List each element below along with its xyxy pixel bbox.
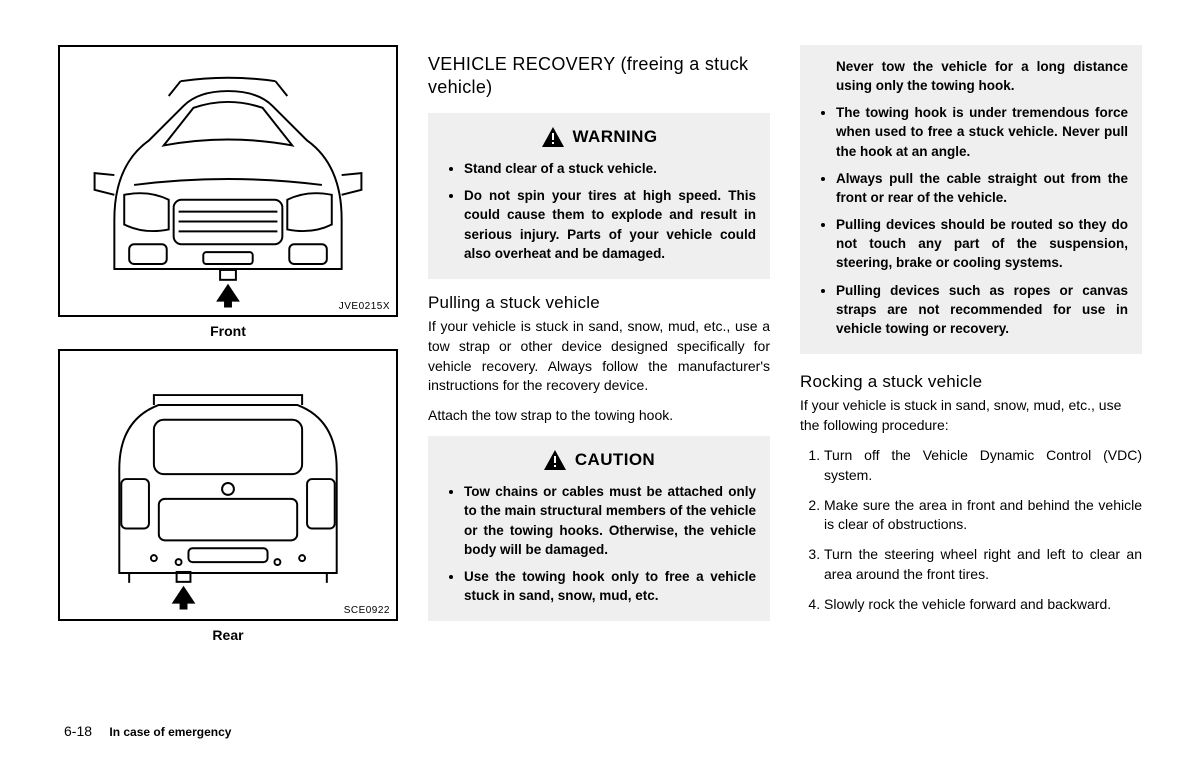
column-middle: VEHICLE RECOVERY (freeing a stuck vehicl… xyxy=(428,45,770,653)
figure-front-caption: Front xyxy=(58,323,398,339)
caution-item: Tow chains or cables must be attached on… xyxy=(464,482,756,559)
section-heading: VEHICLE RECOVERY (freeing a stuck vehicl… xyxy=(428,53,770,99)
figure-rear-code: SCE0922 xyxy=(344,605,390,616)
caution-label-row: CAUTION xyxy=(442,448,756,472)
pull-paragraph: Attach the tow strap to the towing hook. xyxy=(428,406,770,426)
warning-box: WARNING Stand clear of a stuck vehicle. … xyxy=(428,113,770,279)
warning-item: Stand clear of a stuck vehicle. xyxy=(464,159,756,178)
rock-step: Slowly rock the vehicle forward and back… xyxy=(824,595,1142,615)
caution-label: CAUTION xyxy=(575,450,655,470)
caution-triangle-icon xyxy=(543,448,567,472)
caution-list: Tow chains or cables must be attached on… xyxy=(442,482,756,605)
vehicle-front-illustration xyxy=(60,45,396,317)
caution-item: Always pull the cable straight out from … xyxy=(836,169,1128,207)
rock-step: Turn the steering wheel right and left t… xyxy=(824,545,1142,585)
page-content: JVE0215X Front xyxy=(58,45,1142,653)
figures-column: JVE0215X Front xyxy=(58,45,398,653)
figure-rear-caption: Rear xyxy=(58,627,398,643)
caution-box: CAUTION Tow chains or cables must be att… xyxy=(428,436,770,621)
caution-item: Pulling devices such as ropes or canvas … xyxy=(836,281,1128,338)
figure-rear: SCE0922 xyxy=(58,349,398,621)
rock-paragraph: If your vehicle is stuck in sand, snow, … xyxy=(800,396,1142,436)
rock-heading: Rocking a stuck vehicle xyxy=(800,372,1142,392)
caution-item: Use the towing hook only to free a vehic… xyxy=(464,567,756,605)
warning-label-row: WARNING xyxy=(442,125,756,149)
caution-item: The towing hook is under tremendous forc… xyxy=(836,103,1128,160)
page-number: 6-18 xyxy=(64,723,92,739)
page-footer: 6-18 In case of emergency xyxy=(64,723,231,739)
vehicle-rear-illustration xyxy=(60,349,396,621)
column-right: Never tow the vehicle for a long distanc… xyxy=(800,45,1142,653)
rock-steps: Turn off the Vehicle Dynamic Control (VD… xyxy=(800,446,1142,615)
rock-step: Make sure the area in front and behind t… xyxy=(824,496,1142,536)
warning-item: Do not spin your tires at high speed. Th… xyxy=(464,186,756,263)
caution-cont-list: Never tow the vehicle for a long distanc… xyxy=(814,57,1128,338)
figure-front-code: JVE0215X xyxy=(339,301,390,312)
caution-box-continued: Never tow the vehicle for a long distanc… xyxy=(800,45,1142,354)
pull-paragraph: If your vehicle is stuck in sand, snow, … xyxy=(428,317,770,397)
caution-item: Pulling devices should be routed so they… xyxy=(836,215,1128,272)
warning-triangle-icon xyxy=(541,125,565,149)
rock-step: Turn off the Vehicle Dynamic Control (VD… xyxy=(824,446,1142,486)
caution-item: Never tow the vehicle for a long distanc… xyxy=(814,57,1128,95)
warning-list: Stand clear of a stuck vehicle. Do not s… xyxy=(442,159,756,263)
section-name: In case of emergency xyxy=(109,725,231,739)
pull-heading: Pulling a stuck vehicle xyxy=(428,293,770,313)
warning-label: WARNING xyxy=(573,127,658,147)
figure-front: JVE0215X xyxy=(58,45,398,317)
